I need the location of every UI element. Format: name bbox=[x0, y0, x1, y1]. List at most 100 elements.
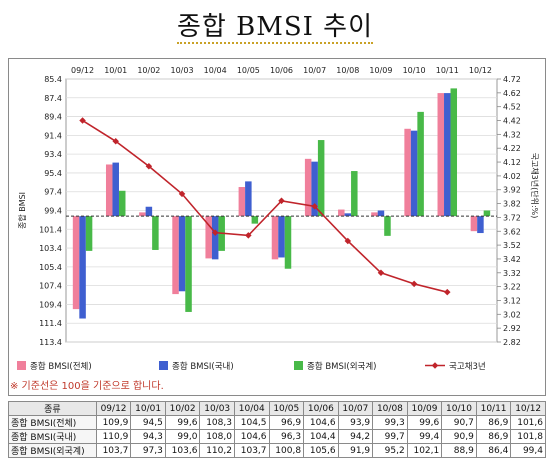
bar-total bbox=[371, 212, 378, 217]
table-header-row: 종류 09/12 10/01 10/02 10/03 10/04 10/05 10/06 10/… bbox=[8, 401, 546, 416]
bar-foreign bbox=[118, 190, 126, 217]
table-cell: 93,9 bbox=[337, 415, 374, 430]
bond-line bbox=[82, 119, 448, 293]
right-tick-label: 3.72 bbox=[503, 213, 521, 222]
data-table: 종류 09/12 10/01 10/02 10/03 10/04 10/05 10/06 10/… bbox=[8, 401, 546, 458]
table-cell: 95,2 bbox=[372, 443, 408, 458]
left-tick-label: 89.4 bbox=[44, 113, 62, 122]
category-label: 10/12 bbox=[469, 66, 492, 75]
right-axis-title: 국고채3년(단위:%) bbox=[530, 153, 540, 219]
left-tick-label: 111.4 bbox=[39, 319, 62, 328]
table-cell: 109,9 bbox=[95, 415, 132, 430]
right-tick-label: 2.92 bbox=[503, 324, 521, 333]
bar-total bbox=[139, 212, 146, 217]
left-tick-label: 85.4 bbox=[44, 75, 62, 84]
left-tick-label: 95.4 bbox=[44, 169, 62, 178]
bar-domestic bbox=[377, 210, 385, 217]
table-cell: 103,7 bbox=[233, 443, 270, 458]
table-cell: 97,3 bbox=[130, 443, 166, 458]
table-row-label: 종합 BMSI(국내) bbox=[8, 429, 97, 444]
bond-point bbox=[410, 280, 418, 288]
bar-foreign bbox=[185, 216, 192, 312]
table-header-month: 10/02 bbox=[164, 401, 201, 416]
bar-domestic bbox=[178, 216, 186, 292]
right-tick-label: 4.62 bbox=[503, 89, 521, 98]
table-row: 종합 BMSI(외국계) 103,7 97,3 103,6 110,2 103,7 100,… bbox=[8, 443, 546, 458]
table-cell: 103,6 bbox=[164, 443, 201, 458]
bar-domestic bbox=[245, 181, 252, 217]
table-header-month: 09/12 bbox=[95, 401, 132, 416]
table-cell: 101,6 bbox=[510, 415, 546, 430]
table-cell: 94,2 bbox=[337, 429, 374, 444]
table-cell: 99,6 bbox=[164, 415, 201, 430]
legend-swatch bbox=[294, 361, 303, 370]
legend-marker bbox=[431, 362, 439, 369]
legend-label: 종합 BMSI(외국계) bbox=[307, 361, 377, 372]
table-header-month: 10/11 bbox=[475, 401, 512, 416]
page-title: 종합 BMSI 추이 bbox=[0, 6, 550, 44]
bar-foreign bbox=[384, 216, 391, 236]
table-body: 종합 BMSI(전체) 109,9 94,5 99,6 108,3 104,5 96,9 10… bbox=[8, 415, 546, 458]
bar-total bbox=[72, 216, 80, 310]
table-cell: 94,5 bbox=[130, 415, 166, 430]
bar-domestic bbox=[410, 130, 418, 217]
table-header-month: 10/03 bbox=[199, 401, 235, 416]
bar-foreign bbox=[483, 210, 491, 217]
bar-foreign bbox=[152, 216, 159, 250]
bar-domestic bbox=[112, 162, 119, 217]
table-row: 종합 BMSI(전체) 109,9 94,5 99,6 108,3 104,5 96,9 10… bbox=[8, 415, 546, 430]
bar-total bbox=[338, 209, 345, 217]
table-cell: 102,1 bbox=[406, 443, 443, 458]
table-header-month: 10/01 bbox=[130, 401, 166, 416]
table-cell: 103,7 bbox=[95, 443, 132, 458]
bar-foreign bbox=[351, 171, 358, 217]
table-header-month: 10/04 bbox=[233, 401, 270, 416]
bond-point bbox=[112, 138, 119, 145]
table-cell: 96,9 bbox=[268, 415, 305, 430]
table-cell: 104,4 bbox=[303, 429, 339, 444]
right-tick-label: 3.02 bbox=[503, 310, 521, 319]
bar-total bbox=[437, 93, 445, 217]
category-label: 10/01 bbox=[104, 66, 127, 75]
right-tick-label: 3.62 bbox=[503, 227, 521, 236]
table-cell: 110,2 bbox=[199, 443, 235, 458]
bond-point bbox=[145, 162, 153, 170]
right-tick-label: 4.42 bbox=[503, 117, 521, 126]
table-cell: 104,6 bbox=[233, 429, 270, 444]
bar-domestic bbox=[311, 161, 318, 217]
left-tick-label: 103.4 bbox=[39, 244, 62, 253]
table-cell: 99,3 bbox=[372, 415, 408, 430]
category-label: 10/03 bbox=[171, 66, 194, 75]
category-label: 10/06 bbox=[270, 66, 293, 75]
bond-point bbox=[278, 197, 285, 205]
category-label: 10/09 bbox=[369, 66, 392, 75]
table-row-label: 종합 BMSI(전체) bbox=[8, 415, 97, 430]
bond-point bbox=[245, 232, 252, 239]
bar-foreign bbox=[417, 111, 424, 217]
legend-label: 국고채3년 bbox=[449, 361, 486, 372]
table-cell: 99,4 bbox=[406, 429, 443, 444]
right-tick-label: 4.72 bbox=[503, 75, 521, 84]
table-header-type: 종류 bbox=[8, 401, 97, 416]
bond-point bbox=[444, 288, 451, 296]
table-header-month: 10/06 bbox=[303, 401, 339, 416]
table-cell: 88,9 bbox=[441, 443, 477, 458]
legend-swatch bbox=[17, 361, 26, 370]
bar-domestic bbox=[344, 213, 352, 217]
right-tick-label: 3.52 bbox=[503, 241, 521, 250]
right-tick-label: 4.32 bbox=[503, 130, 521, 139]
table-cell: 104,5 bbox=[233, 415, 270, 430]
right-tick-label: 4.12 bbox=[503, 158, 521, 167]
table-cell: 91,9 bbox=[337, 443, 374, 458]
right-tick-label: 4.02 bbox=[503, 172, 521, 181]
bond-point bbox=[211, 229, 219, 236]
legend-swatch bbox=[159, 361, 168, 370]
right-tick-label: 3.92 bbox=[503, 186, 521, 195]
left-tick-label: 93.4 bbox=[44, 150, 62, 159]
table-cell: 108,0 bbox=[199, 429, 235, 444]
table-cell: 99,0 bbox=[164, 429, 201, 444]
right-tick-label: 3.42 bbox=[503, 255, 521, 264]
left-tick-label: 97.4 bbox=[44, 188, 62, 197]
table-cell: 96,3 bbox=[268, 429, 305, 444]
chart-svg: 85.4 87.4 89.4 91.4 93.4 95.4 97.4 99.4 101.4 103… bbox=[17, 66, 540, 372]
